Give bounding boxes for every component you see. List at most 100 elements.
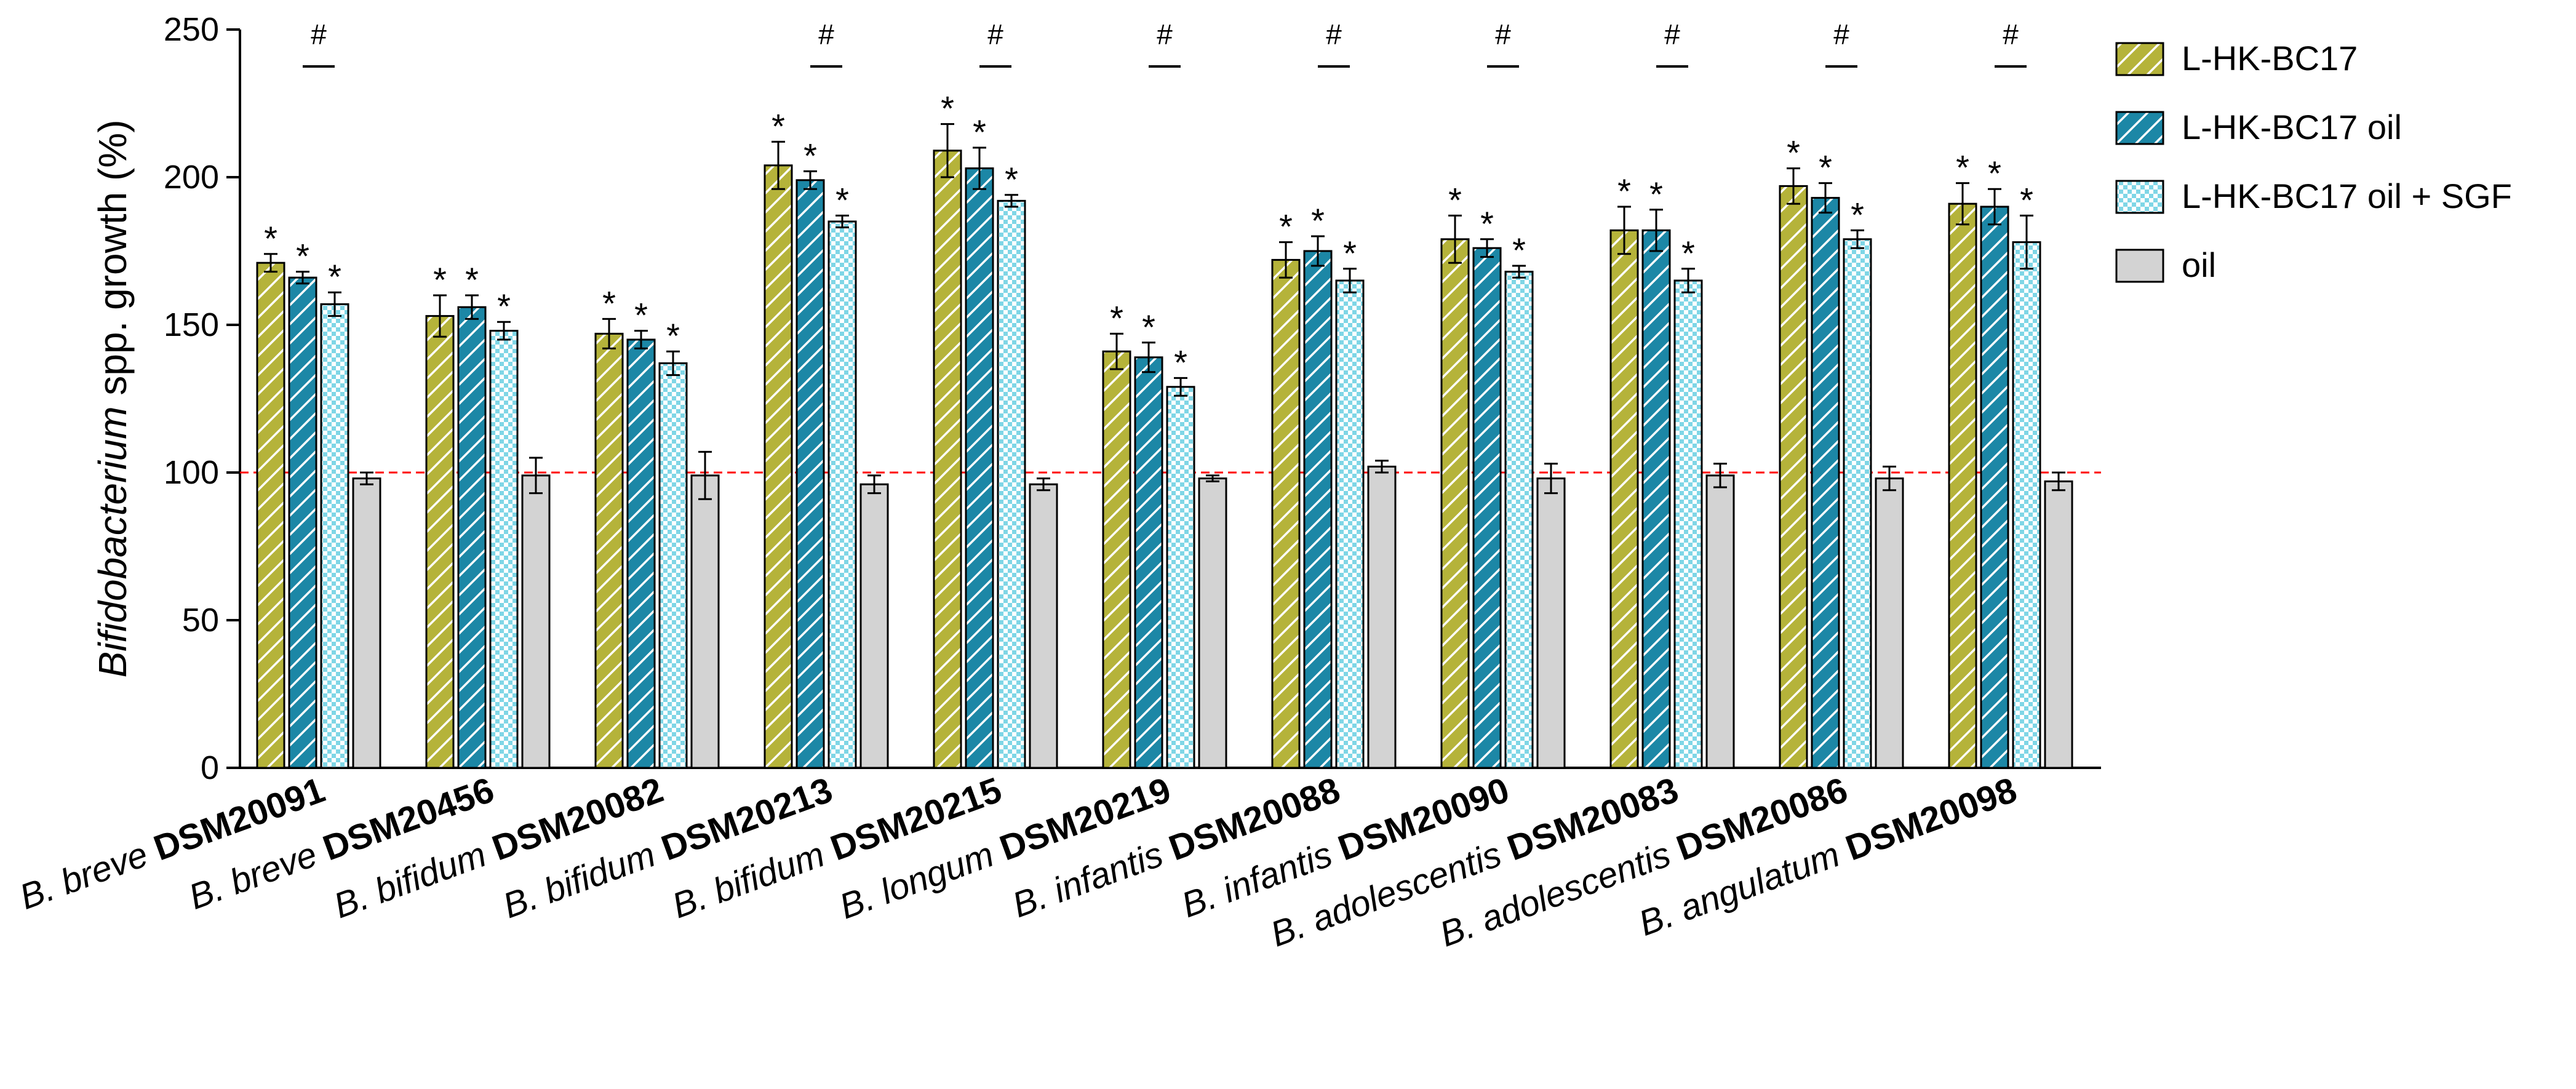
bar-l-hk-bc17-oil-dsm20213 [796,179,825,769]
bar-l-hk-bc17-oil-sgf-dsm20082 [658,362,688,769]
significance-star: * [1649,175,1663,213]
bar-l-hk-bc17-oil-dsm20098 [1980,205,2009,769]
bar-l-hk-bc17-oil-sgf-dsm20091 [320,303,349,769]
y-axis-label-genus: Bifidobacterium [90,406,135,677]
bar-group-dsm20083: * * * # [1609,18,1735,769]
legend-label: L-HK-BC17 oil [2182,108,2402,146]
hash-marker: # [1326,18,1342,50]
bar-l-hk-bc17-oil-dsm20219 [1134,356,1163,769]
legend-label: L-HK-BC17 [2182,39,2358,78]
y-tick-label: 150 [164,306,219,343]
bar-group-dsm20098: * * * # [1948,18,2073,769]
significance-star: * [666,316,680,355]
hash-marker: # [1664,18,1680,50]
hash-marker: # [2003,18,2019,50]
significance-star: * [1311,201,1325,240]
legend-swatch [2115,111,2164,145]
hash-marker: # [1157,18,1173,50]
bar-l-hk-bc17-dsm20083 [1609,229,1639,769]
y-axis-label: Bifidobacterium spp. growth (%) [90,119,135,677]
bar-l-hk-bc17-dsm20215 [933,150,962,769]
bar-l-hk-bc17-oil-sgf-dsm20090 [1504,271,1534,769]
significance-star: * [1617,172,1631,210]
bar-l-hk-bc17-dsm20082 [594,332,624,769]
bar-l-hk-bc17-oil-sgf-dsm20219 [1166,386,1195,769]
significance-star: * [433,260,447,299]
hash-marker: # [1495,18,1511,50]
significance-star: * [634,296,648,335]
bar-group-dsm20215: * * * # [933,18,1058,769]
bar-oil-dsm20213 [859,483,889,769]
legend-swatch [2115,42,2164,76]
significance-star: * [804,136,817,175]
bar-l-hk-bc17-oil-dsm20086 [1811,197,1840,769]
axes: 0 50 100 150 200 250 Bifidobacterium spp. grow… [90,11,2101,786]
bar-oil-dsm20219 [1198,477,1227,769]
bar-l-hk-bc17-dsm20086 [1779,185,1808,769]
bar-group-dsm20088: * * * # [1271,18,1397,769]
bar-l-hk-bc17-oil-dsm20083 [1641,229,1671,769]
bar-group-dsm20090: * * * # [1440,18,1566,769]
bar-oil-dsm20098 [2044,480,2073,769]
significance-star: * [296,237,309,276]
legend-label: oil [2182,245,2216,284]
bar-l-hk-bc17-dsm20098 [1948,202,1977,769]
bar-l-hk-bc17-oil-dsm20082 [626,338,656,769]
significance-star: * [328,257,341,296]
bar-l-hk-bc17-oil-dsm20215 [965,167,994,769]
bar-l-hk-bc17-oil-sgf-dsm20083 [1673,279,1703,769]
bar-group-dsm20219: * * * # [1102,18,1227,769]
significance-star: * [1787,134,1800,172]
significance-star: * [1174,343,1187,381]
y-axis-label-rest: spp. growth (%) [90,119,135,406]
significance-star: * [973,113,986,151]
bar-l-hk-bc17-dsm20456 [425,315,455,769]
y-tick-label: 100 [164,454,219,491]
significance-star: * [772,106,785,145]
bar-group-dsm20091: * * * # [256,18,381,769]
significance-star: * [941,89,954,128]
y-tick-label: 250 [164,11,219,48]
significance-star: * [1681,234,1695,273]
bar-oil-dsm20082 [690,474,720,769]
significance-star: * [602,284,616,322]
bar-l-hk-bc17-dsm20088 [1271,258,1301,769]
bar-group-dsm20082: * * * [594,284,720,769]
y-tick-label: 50 [182,602,219,639]
bar-l-hk-bc17-oil-sgf-dsm20215 [997,199,1026,769]
significance-star: * [1279,207,1293,246]
hash-marker: # [311,18,327,50]
significance-star: * [1512,231,1526,269]
significance-star: * [1343,234,1357,273]
bar-group-dsm20213: * * * # [764,18,889,769]
significance-star: * [1956,148,1969,187]
bar-l-hk-bc17-oil-sgf-dsm20456 [489,330,519,769]
bar-l-hk-bc17-dsm20213 [764,164,793,769]
bar-l-hk-bc17-dsm20090 [1440,238,1470,769]
y-tick-label: 200 [164,159,219,196]
bar-oil-dsm20456 [521,474,551,769]
bar-l-hk-bc17-dsm20091 [256,261,285,769]
significance-star: * [1142,308,1155,346]
significance-star: * [1819,148,1832,187]
significance-star: * [1851,195,1864,234]
x-tick-label-strain: DSM20098 [1841,770,2022,868]
bar-group-dsm20456: * * * [425,260,551,769]
legend-swatch [2115,180,2164,214]
significance-star: * [465,260,479,299]
bar-oil-dsm20088 [1367,465,1397,769]
y-tick-label: 0 [201,749,219,786]
legend: L-HK-BC17 L-HK-BC17 oil L-HK-BC17 oil + SG… [2115,39,2512,284]
bar-l-hk-bc17-oil-sgf-dsm20088 [1335,279,1365,769]
bar-group-dsm20086: * * * # [1779,18,1904,769]
x-tick-label-species: B. breve [14,834,153,917]
significance-star: * [497,287,511,325]
bar-oil-dsm20090 [1536,477,1566,769]
bar-oil-dsm20091 [352,477,381,769]
significance-star: * [1110,298,1123,337]
bar-l-hk-bc17-dsm20219 [1102,350,1131,769]
bar-l-hk-bc17-oil-dsm20090 [1472,247,1502,769]
